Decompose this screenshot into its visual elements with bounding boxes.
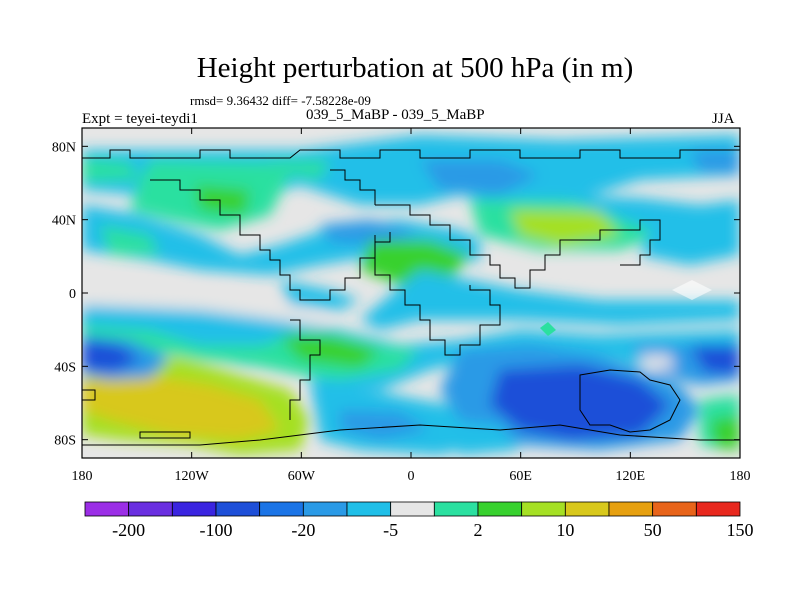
x-tick-label: 180 (730, 469, 751, 484)
x-tick-label: 60E (509, 469, 532, 484)
anomaly-blobs (82, 135, 740, 455)
sea-ice-pattern (672, 280, 712, 300)
colorbar-swatch (433, 501, 479, 517)
y-tick-label: 80N (52, 140, 76, 155)
run-label: 039_5_MaBP - 039_5_MaBP (306, 107, 485, 123)
x-tick-label: 120W (175, 469, 210, 484)
y-tick-label: 40N (52, 214, 76, 229)
x-tick-label: 60W (288, 469, 316, 484)
coastlines (82, 149, 740, 446)
y-tick-label: 40S (54, 360, 76, 375)
colorbar-label: -5 (383, 520, 398, 540)
colorbar-label: 50 (644, 520, 662, 540)
colorbar-label: -100 (200, 520, 233, 540)
colorbar-label: -200 (112, 520, 145, 540)
chart-title: Height perturbation at 500 hPa (in m) (196, 52, 634, 84)
colorbar: -200 -100 -20 -5 2 10 50 150 (84, 501, 754, 540)
season-label: JJA (712, 111, 735, 127)
stats-text: rmsd= 9.36432 diff= -7.58228e-09 (190, 93, 371, 108)
island-anomaly (540, 322, 556, 336)
x-tick-label: 0 (408, 469, 415, 484)
colorbar-swatch (128, 501, 173, 517)
y-tick-label: 0 (69, 287, 76, 302)
contour-field (82, 128, 740, 458)
colorbar-swatch (302, 501, 348, 517)
axes: 180 120W 60W 0 60E 120E 180 80N 40N 0 40S 80S (52, 128, 751, 484)
colorbar-swatch (390, 501, 435, 517)
experiment-label: Expt = teyei-teydi1 (82, 111, 198, 127)
colorbar-swatch (564, 501, 610, 517)
colorbar-label: 10 (556, 520, 574, 540)
colorbar-swatch (521, 501, 566, 517)
colorbar-swatch (171, 501, 217, 517)
colorbar-swatch (477, 501, 523, 517)
colorbar-label: 2 (474, 520, 483, 540)
colorbar-swatch (608, 501, 654, 517)
colorbar-swatch (259, 501, 304, 517)
colorbar-label: -20 (291, 520, 315, 540)
x-tick-label: 120E (616, 469, 646, 484)
colorbar-swatch (652, 501, 697, 517)
colorbar-swatch (346, 501, 392, 517)
colorbar-label: 150 (727, 520, 754, 540)
colorbar-swatch (84, 501, 130, 517)
x-tick-label: 180 (72, 469, 93, 484)
colorbar-swatch (695, 501, 741, 517)
y-tick-label: 80S (54, 434, 76, 449)
colorbar-swatch (215, 501, 261, 517)
